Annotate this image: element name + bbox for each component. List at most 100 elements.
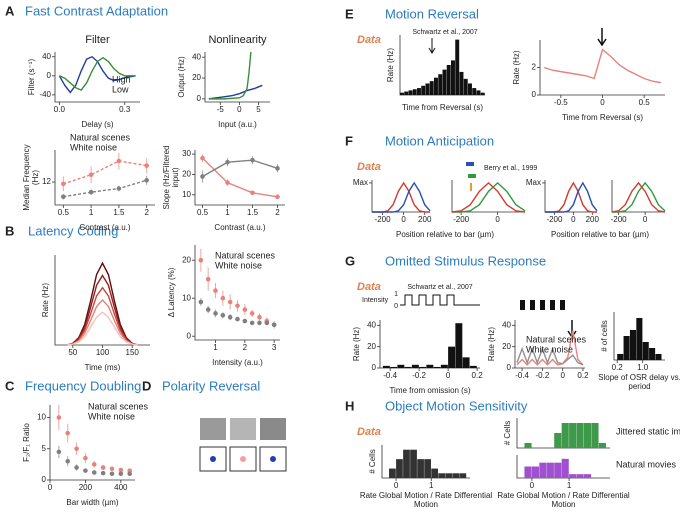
marker — [118, 467, 124, 473]
bar — [389, 468, 396, 478]
x-tick-label: -0.2 — [535, 371, 549, 380]
y-tick-label: 20 — [182, 255, 191, 264]
x-axis-label-box: Contrast (a.u.) — [214, 223, 265, 232]
legend-entry: White noise — [526, 344, 573, 354]
x-tick-label: 0.2 — [472, 371, 484, 380]
y-tick-label: 20 — [192, 73, 201, 82]
bar — [411, 364, 419, 368]
marker — [227, 314, 233, 320]
marker — [198, 299, 204, 305]
bar — [546, 462, 554, 478]
series-line — [208, 51, 252, 100]
x-tick-label: 5 — [256, 105, 261, 114]
x-axis-label-box: Position relative to bar (µm) — [551, 229, 649, 239]
x-tick-label: 400 — [114, 483, 128, 492]
x-axis-label-box: Intensity (a.u.) — [212, 357, 263, 367]
marker — [61, 194, 66, 200]
bar — [583, 423, 592, 448]
x-tick-label: 3 — [272, 343, 277, 352]
y-tick-label: 5 — [42, 444, 47, 453]
y-axis-label-box: Filter (s⁻¹) — [27, 59, 36, 95]
axes — [54, 255, 150, 346]
series-line — [516, 346, 584, 366]
y-axis-label-box: Δ Latency (%) — [167, 268, 176, 318]
x-tick-label: 0.5 — [197, 208, 209, 217]
x-axis-label-box: Input (a.u.) — [218, 120, 257, 129]
marker — [242, 307, 248, 312]
y-tick-label: 0 — [372, 363, 377, 372]
marker — [200, 174, 205, 179]
series-line — [611, 181, 666, 213]
bar — [431, 468, 439, 478]
x-tick-label: 0 — [401, 215, 406, 224]
marker — [88, 172, 94, 178]
bar — [561, 423, 569, 448]
marker — [271, 322, 277, 328]
x-tick-label: 1 — [429, 481, 434, 490]
axes — [611, 180, 665, 213]
legend-entry: Jittered static images — [616, 426, 680, 436]
x-tick-label: 100 — [96, 348, 110, 357]
x-tick-label: -0.2 — [412, 371, 426, 380]
marker — [275, 166, 280, 171]
series-line — [63, 179, 147, 198]
y-axis-label: Median Frequency (Hz) — [22, 144, 40, 211]
bar — [462, 357, 470, 368]
y-axis-label: Rate (Hz) — [511, 50, 521, 85]
panel-letter: G — [345, 253, 355, 268]
bar — [403, 449, 410, 478]
bar — [404, 91, 409, 95]
x-tick-label: 1.5 — [247, 208, 259, 217]
x-tick-label: 50 — [68, 348, 77, 357]
marker — [144, 163, 149, 168]
y-axis-label: F₂/F₁ Ratio — [21, 423, 31, 462]
legend-entry: Natural scenes — [88, 401, 149, 411]
marker — [100, 465, 106, 470]
bar — [434, 77, 438, 95]
x-tick-label: 2 — [144, 208, 149, 217]
x-tick-label: 0 — [600, 98, 605, 107]
x-tick-label: 0.2 — [612, 363, 624, 372]
marker — [213, 288, 218, 293]
decorations — [400, 28, 607, 339]
x-tick-label: 1.0 — [637, 363, 649, 372]
x-tick-label: 0 — [446, 371, 451, 380]
marker — [144, 177, 149, 183]
bar — [438, 74, 443, 95]
bar — [598, 443, 606, 448]
y-axis-label-box: Median Frequency (Hz) — [22, 144, 40, 211]
marker — [118, 471, 124, 477]
bar — [649, 348, 656, 360]
marker — [225, 180, 230, 185]
legend-entry: High — [112, 74, 131, 84]
x-tick-label: 1 — [567, 481, 572, 490]
bar — [463, 78, 468, 95]
x-axis-label-box: Rate Global Motion / Rate Differential M… — [360, 491, 492, 509]
bar — [642, 342, 649, 360]
marker — [205, 276, 211, 282]
panel-title: Motion Anticipation — [385, 133, 494, 148]
x-axis-label-box: Rate Global Motion / Rate Differential M… — [497, 491, 629, 509]
annotation: Schwartz et al., 2007 — [407, 284, 472, 291]
x-axis-label: Position relative to bar (µm) — [551, 229, 649, 239]
bar — [425, 83, 430, 95]
panel-letter: C — [5, 378, 15, 393]
x-axis-label: Intensity (a.u.) — [212, 357, 263, 367]
x-tick-label: -200 — [611, 215, 628, 224]
bar — [623, 336, 630, 360]
series-line — [66, 274, 139, 346]
data-label: Data — [357, 161, 381, 173]
y-tick-label: 12 — [42, 177, 51, 186]
legend-entry: Natural scenes — [526, 334, 587, 344]
marker — [235, 316, 240, 322]
legend-entry: Low — [112, 84, 129, 94]
bar — [451, 60, 455, 95]
panel-title: Frequency Doubling — [25, 378, 141, 393]
y-axis-label: Output (Hz) — [176, 56, 186, 98]
bar — [472, 88, 477, 95]
panel-title: Motion Reversal — [385, 6, 479, 21]
series-line — [202, 157, 278, 198]
y-tick-label: 20 — [502, 342, 511, 351]
bar — [396, 459, 403, 478]
axes — [204, 52, 270, 103]
